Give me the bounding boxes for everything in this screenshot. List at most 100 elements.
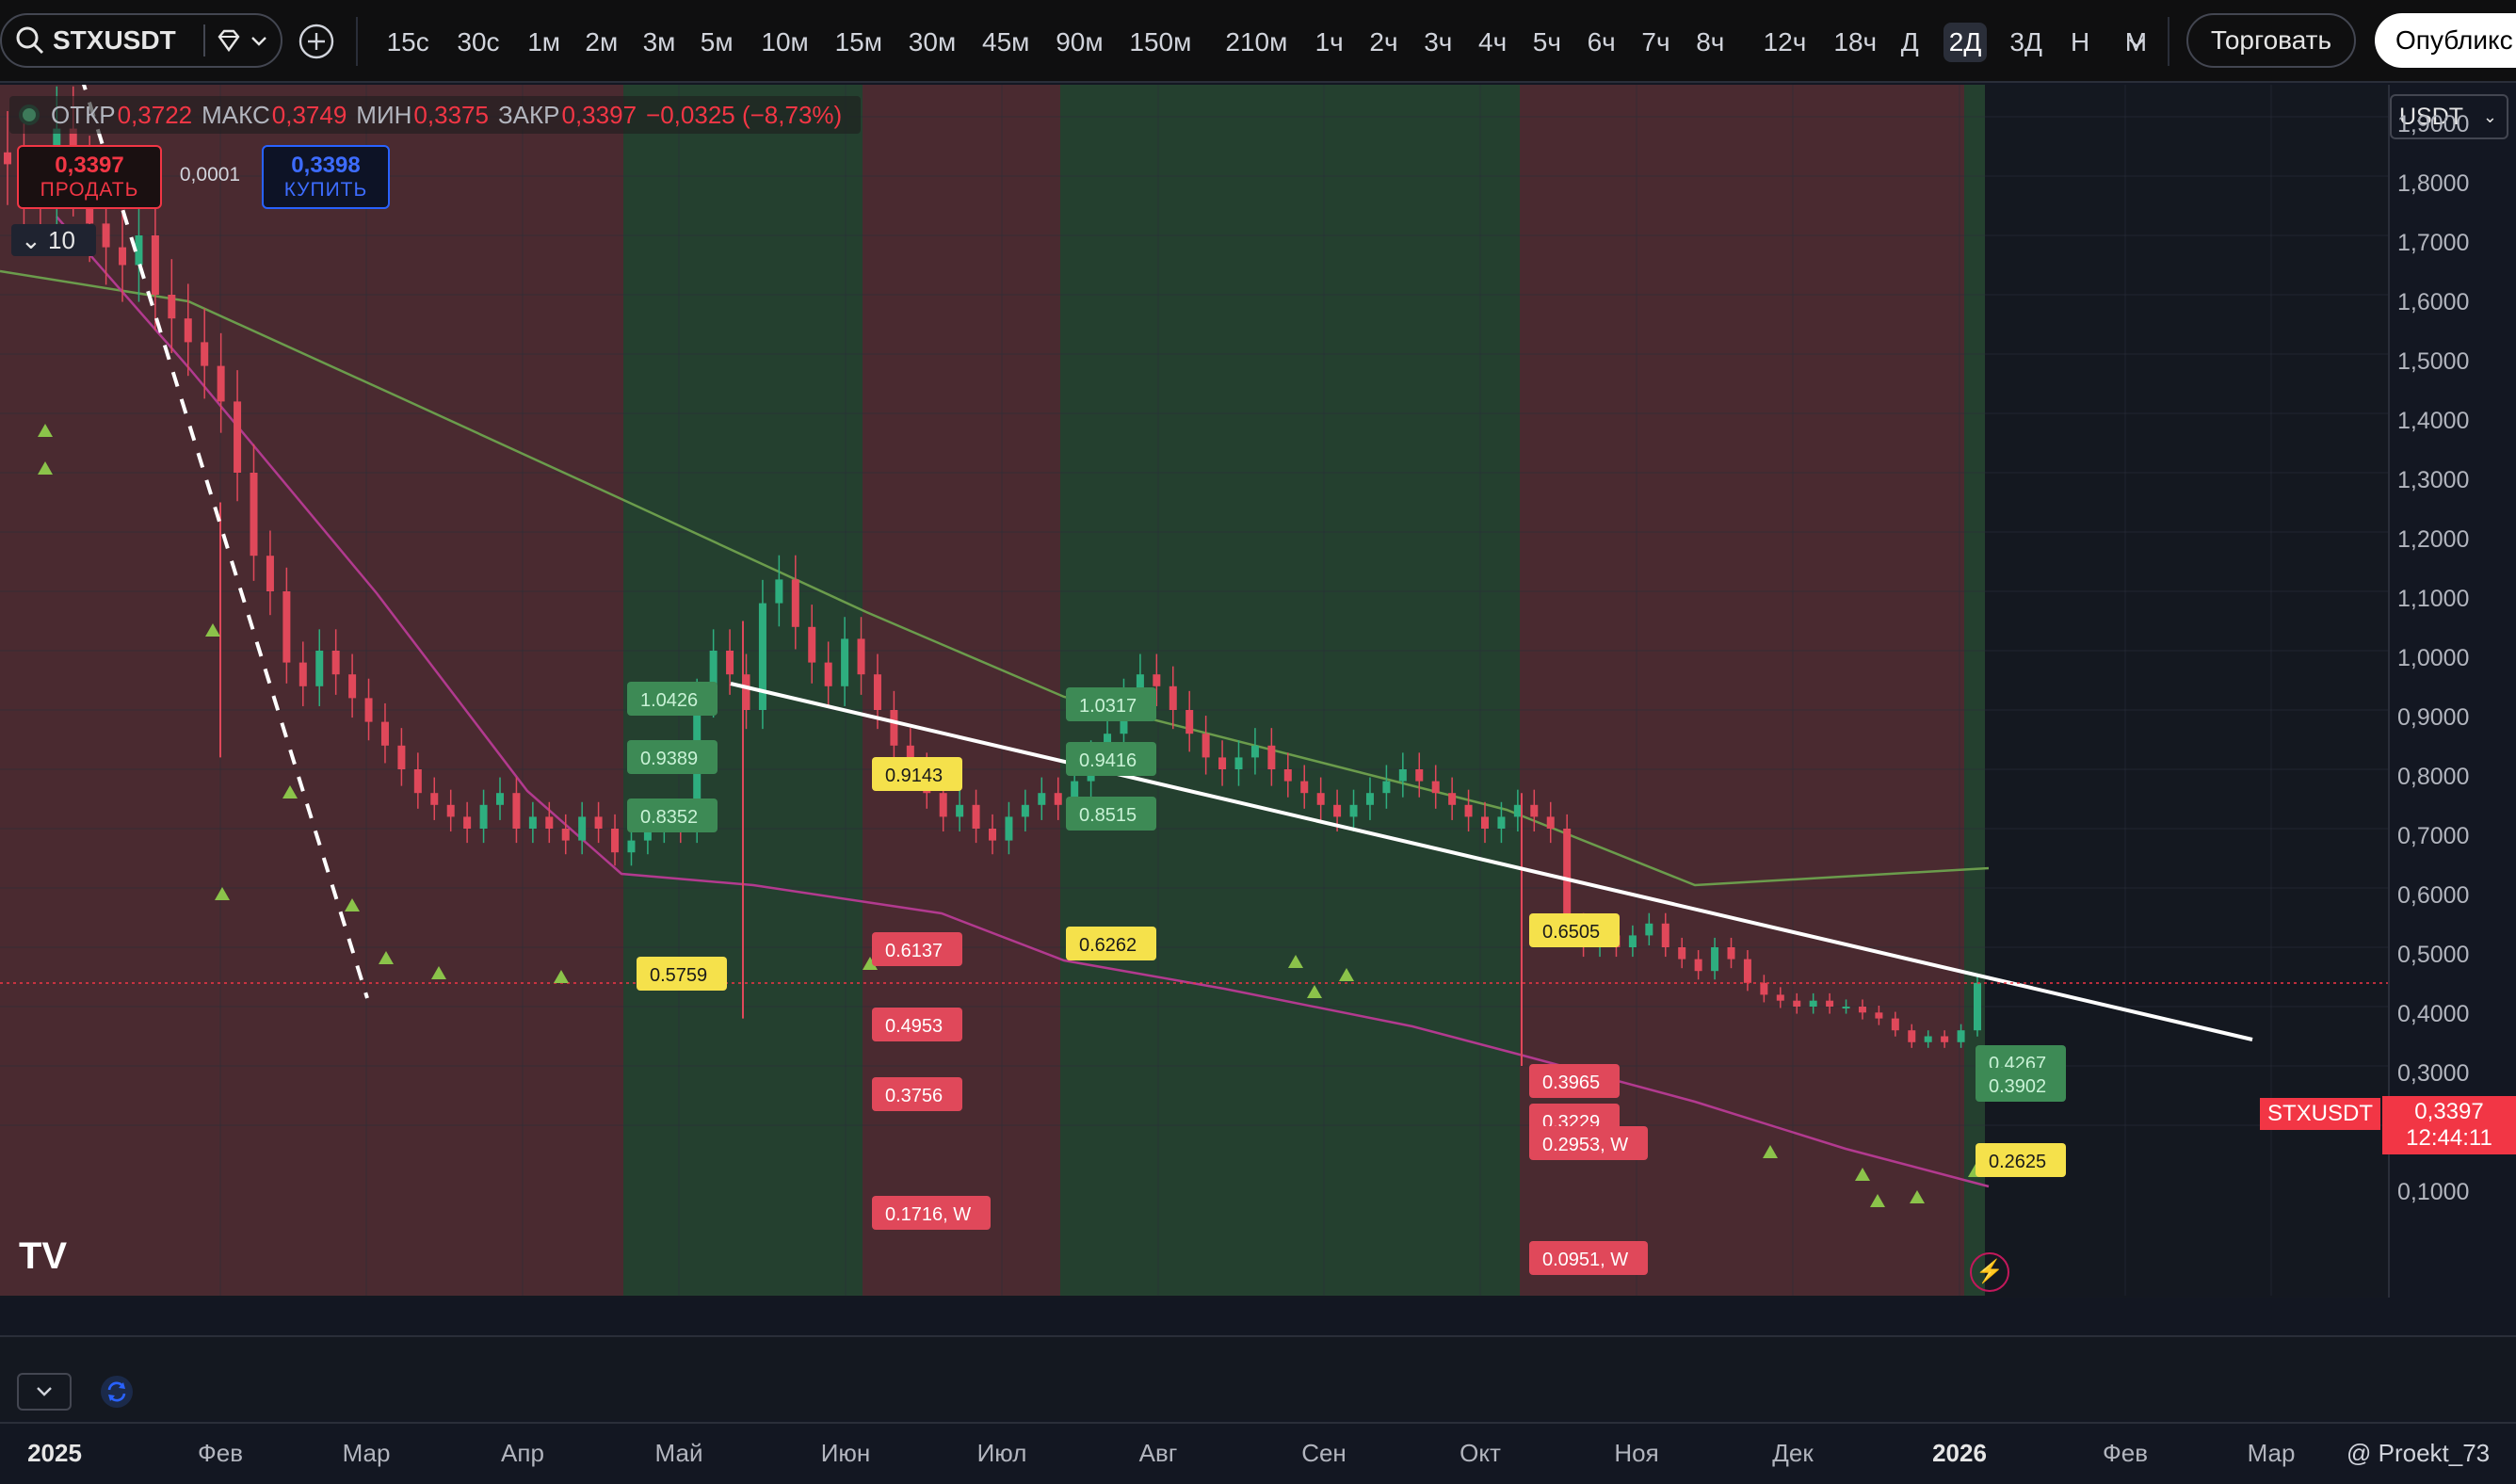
- candle-body: [1415, 769, 1424, 782]
- last-price-tag: 0,3397 12:44:11: [2382, 1096, 2516, 1154]
- price-label-text: 0.2625: [1989, 1152, 2046, 1172]
- author-watermark: @ Proekt_73: [2347, 1439, 2491, 1467]
- collapse-panel-button[interactable]: [17, 1373, 72, 1411]
- timeframe-20[interactable]: 8ч: [1696, 27, 1725, 56]
- candle-body: [119, 247, 127, 266]
- candle-body: [1382, 781, 1391, 794]
- candle-body: [939, 793, 947, 817]
- timeframe-8[interactable]: 30м: [908, 27, 957, 56]
- timeframe-25[interactable]: 3Д: [2009, 27, 2042, 56]
- symbol-search[interactable]: STXUSDT: [0, 13, 282, 68]
- timeframe-27[interactable]: М: [2124, 27, 2148, 56]
- candle-body: [1349, 804, 1358, 817]
- candle-body: [1464, 804, 1473, 817]
- timeframe-5[interactable]: 5м: [700, 27, 734, 56]
- candle-body: [1645, 923, 1653, 936]
- candle-body: [627, 840, 636, 853]
- candle-body: [1300, 781, 1309, 794]
- candle-body: [791, 579, 799, 627]
- timeframe-18[interactable]: 6ч: [1587, 27, 1616, 56]
- candle-body: [102, 223, 110, 248]
- timeframe-1[interactable]: 30с: [457, 27, 500, 56]
- sync-icon[interactable]: [100, 1375, 134, 1409]
- publish-button[interactable]: Опубликс: [2375, 13, 2516, 68]
- timeframe-24[interactable]: 2Д: [1943, 23, 1988, 62]
- timeframe-9[interactable]: 45м: [982, 27, 1030, 56]
- timeframe-10[interactable]: 90м: [1056, 27, 1104, 56]
- candle-body: [364, 698, 373, 722]
- timeframe-6[interactable]: 10м: [761, 27, 809, 56]
- price-tick: 0,7000: [2397, 823, 2470, 849]
- diamond-icon[interactable]: [215, 26, 243, 55]
- currency-select[interactable]: USDT ⌄: [2390, 94, 2508, 139]
- timeframe-2[interactable]: 1м: [527, 27, 561, 56]
- timeframe-3[interactable]: 2м: [585, 27, 619, 56]
- buy-signal-triangle: [38, 424, 53, 437]
- timeframe-15[interactable]: 3ч: [1424, 27, 1453, 56]
- candle-body: [578, 816, 587, 841]
- compare-add-icon[interactable]: [298, 23, 335, 60]
- price-label-bg: [1066, 742, 1156, 776]
- sell-button[interactable]: 0,3397 ПРОДАТЬ: [17, 145, 162, 209]
- price-tick: 0,3000: [2397, 1060, 2470, 1087]
- price-tick: 0,6000: [2397, 882, 2470, 909]
- candle-body: [1283, 769, 1292, 782]
- chevron-down-icon[interactable]: [249, 30, 269, 51]
- timeframe-12[interactable]: 210м: [1225, 27, 1288, 56]
- price-label: 1.0426: [627, 682, 718, 716]
- timeframe-23[interactable]: Д: [1900, 27, 1919, 56]
- more-timeframes-chevron-icon[interactable]: [2126, 32, 2147, 53]
- timeframe-19[interactable]: 7ч: [1641, 27, 1670, 56]
- timeframe-4[interactable]: 3м: [642, 27, 676, 56]
- divider: [2168, 17, 2169, 66]
- price-tick: 1,7000: [2397, 230, 2470, 256]
- ma-200-line: [0, 269, 1990, 887]
- candle-body: [545, 816, 554, 829]
- trade-button[interactable]: Торговать: [2186, 13, 2356, 68]
- price-tick: 1,8000: [2397, 170, 2470, 197]
- sell-label: ПРОДАТЬ: [40, 179, 139, 201]
- price-axis[interactable]: USDT ⌄ 1,9000 1,8000 1,7000 1,6000 1,5000 1,40…: [2388, 85, 2516, 1298]
- last-price: 0,3397: [2414, 1099, 2484, 1124]
- buy-signal-triangle: [205, 623, 220, 637]
- timeframe-7[interactable]: 15м: [834, 27, 882, 56]
- candle-body: [1250, 745, 1259, 758]
- timeframe-17[interactable]: 5ч: [1532, 27, 1561, 56]
- candle-body: [135, 235, 143, 266]
- resistance-trendline: [730, 682, 2253, 1041]
- timeframe-11[interactable]: 150м: [1129, 27, 1192, 56]
- candle-body: [1398, 769, 1407, 782]
- price-label-bg: [872, 1008, 962, 1041]
- candle-body: [1776, 994, 1784, 1001]
- timeframe-21[interactable]: 12ч: [1763, 27, 1807, 56]
- buy-signal-triangle: [1288, 955, 1303, 968]
- chart-area[interactable]: 1.0426 0.9389 0.8352 0.5759 0.9143 0.6137 0.49…: [0, 85, 2388, 1298]
- timeframe-22[interactable]: 18ч: [1833, 27, 1878, 56]
- sell-price: 0,3397: [55, 153, 124, 178]
- price-label: 0.3965: [1529, 1064, 1620, 1098]
- price-chart[interactable]: 1.0426 0.9389 0.8352 0.5759 0.9143 0.6137 0.49…: [0, 85, 2388, 1298]
- timeframe-14[interactable]: 2ч: [1369, 27, 1398, 56]
- candle-body: [758, 603, 766, 710]
- candle-body: [331, 651, 340, 675]
- candle-body: [972, 804, 980, 829]
- candle-body: [561, 829, 570, 841]
- indicators-toggle[interactable]: ⌄ 10: [11, 224, 96, 256]
- change-value: −0,0325 (−8,73%): [646, 100, 843, 129]
- price-label-bg: [627, 682, 718, 716]
- timeframe-13[interactable]: 1ч: [1314, 27, 1344, 56]
- buy-button[interactable]: 0,3398 КУПИТЬ: [262, 145, 390, 209]
- candle-body: [1842, 1007, 1850, 1008]
- chevron-down-icon: ⌄: [2482, 107, 2497, 126]
- timeframe-16[interactable]: 4ч: [1478, 27, 1508, 56]
- close-label: ЗАКР: [497, 100, 560, 129]
- candle-body: [1941, 1036, 1949, 1042]
- lightning-icon[interactable]: ⚡: [1970, 1252, 2009, 1292]
- time-axis[interactable]: 2025 Фев Мар Апр Май Июн Июл Авг Сен Окт Ноя Дек 202…: [0, 1422, 2516, 1484]
- price-tick: 0,1000: [2397, 1179, 2470, 1205]
- buy-signal-triangle: [38, 461, 53, 475]
- timeframe-26[interactable]: Н: [2071, 27, 2090, 56]
- status-dot: [19, 105, 40, 125]
- timeframe-0[interactable]: 15с: [386, 27, 429, 56]
- price-label-text: 0.6262: [1079, 935, 1137, 956]
